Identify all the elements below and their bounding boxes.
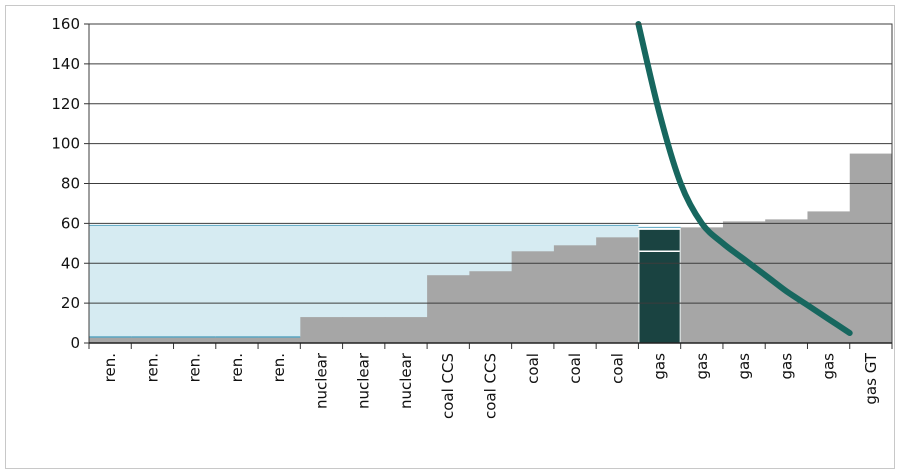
category-label: gas [735, 353, 753, 380]
y-tick-label: 60 [61, 214, 80, 232]
bar-19 [849, 153, 893, 343]
category-label: nuclear [355, 352, 373, 409]
y-tick-label: 20 [61, 294, 80, 312]
bar-9 [427, 275, 470, 343]
category-label: gas GT [862, 352, 880, 404]
merit-order-chart: 0 20 40 60 80 100 120 140 160 ren. ren. ren. ren. re… [51, 15, 893, 419]
bar-3 [173, 337, 217, 343]
bar-6 [300, 317, 344, 343]
category-label: coal [566, 353, 584, 384]
bar-16 [722, 221, 766, 343]
bar-5 [258, 337, 301, 343]
bar-10 [469, 271, 513, 343]
bar-12 [553, 245, 597, 343]
bar-13 [596, 237, 639, 343]
y-tick-label: 140 [51, 55, 80, 73]
category-label: ren. [186, 353, 204, 382]
bar-4 [215, 337, 259, 343]
category-label: nuclear [312, 352, 330, 409]
bar-18 [807, 211, 851, 343]
category-label: ren. [101, 353, 119, 382]
category-label: gas [651, 353, 669, 380]
category-label: gas [693, 353, 711, 380]
category-label: coal CCS [439, 353, 457, 419]
category-label: gas [820, 353, 838, 380]
category-label: ren. [228, 353, 246, 382]
y-tick-label: 80 [61, 175, 80, 193]
category-label: gas [777, 353, 795, 380]
y-tick-label: 0 [70, 334, 80, 352]
y-tick-label: 160 [51, 15, 80, 33]
bar-7 [342, 317, 386, 343]
category-label: nuclear [397, 352, 415, 409]
category-label: ren. [143, 353, 161, 382]
y-tick-label: 100 [51, 135, 80, 153]
category-label: coal CCS [482, 353, 500, 419]
category-label: coal [524, 353, 542, 384]
bar-11 [511, 251, 555, 343]
bar-2 [131, 337, 175, 343]
category-label: ren. [270, 353, 288, 382]
bar-8 [384, 317, 428, 343]
category-label: coal [608, 353, 626, 384]
bar-1 [89, 337, 132, 343]
y-tick-label: 120 [51, 95, 80, 113]
bar-15 [680, 227, 724, 343]
demand-curve [635, 21, 853, 336]
bar-14 [638, 229, 682, 343]
y-tick-label: 40 [61, 254, 80, 272]
chart-frame: 0 20 40 60 80 100 120 140 160 ren. ren. ren. ren. re… [5, 5, 895, 469]
